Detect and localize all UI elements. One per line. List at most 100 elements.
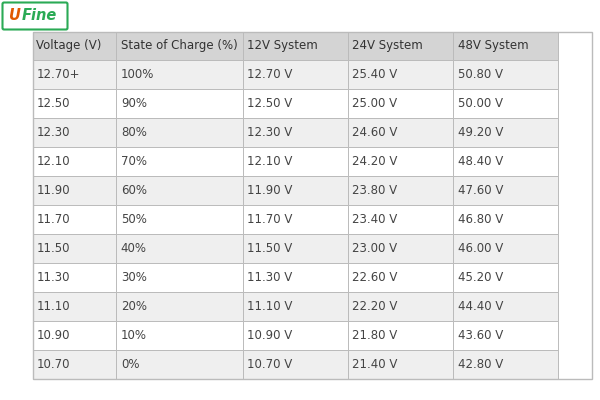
Bar <box>454 89 559 118</box>
Text: 45.20 V: 45.20 V <box>458 271 503 284</box>
Bar <box>348 32 454 60</box>
Bar <box>348 147 454 176</box>
Text: 25.00 V: 25.00 V <box>352 97 398 110</box>
Text: 43.60 V: 43.60 V <box>458 329 503 342</box>
Bar <box>243 292 348 321</box>
Bar <box>116 32 243 60</box>
Bar <box>348 263 454 292</box>
FancyBboxPatch shape <box>2 2 67 30</box>
Text: 10.90: 10.90 <box>37 329 70 342</box>
Text: State of Charge (%): State of Charge (%) <box>121 40 238 52</box>
Bar <box>243 60 348 89</box>
Text: 12.30: 12.30 <box>37 126 70 139</box>
Bar <box>116 263 243 292</box>
Bar <box>33 292 116 321</box>
Bar <box>243 89 348 118</box>
Bar <box>116 292 243 321</box>
Text: 90%: 90% <box>121 97 147 110</box>
Bar <box>348 89 454 118</box>
Text: 30%: 30% <box>121 271 147 284</box>
Text: 40%: 40% <box>121 242 147 255</box>
Text: 11.10: 11.10 <box>37 300 70 313</box>
Bar <box>33 147 116 176</box>
Text: 12V System: 12V System <box>247 40 318 52</box>
Bar <box>243 263 348 292</box>
Bar <box>454 263 559 292</box>
Bar <box>454 32 559 60</box>
Bar <box>33 32 592 379</box>
Text: 12.70+: 12.70+ <box>37 68 80 81</box>
Bar <box>243 147 348 176</box>
Text: 12.50: 12.50 <box>37 97 70 110</box>
Bar <box>33 234 116 263</box>
Text: 11.70: 11.70 <box>37 213 70 226</box>
Bar <box>454 292 559 321</box>
Text: 12.10 V: 12.10 V <box>247 155 293 168</box>
Text: 23.40 V: 23.40 V <box>352 213 398 226</box>
Bar <box>243 350 348 379</box>
Bar <box>33 263 116 292</box>
Bar <box>454 321 559 350</box>
Text: 50.80 V: 50.80 V <box>458 68 503 81</box>
Text: 12.70 V: 12.70 V <box>247 68 293 81</box>
Bar <box>348 292 454 321</box>
Bar <box>116 60 243 89</box>
Text: 46.00 V: 46.00 V <box>458 242 503 255</box>
Bar <box>116 350 243 379</box>
Text: 24V System: 24V System <box>352 40 423 52</box>
Text: 42.80 V: 42.80 V <box>458 358 503 371</box>
Bar <box>116 176 243 205</box>
Text: 11.70 V: 11.70 V <box>247 213 293 226</box>
Text: 24.60 V: 24.60 V <box>352 126 398 139</box>
Bar <box>243 118 348 147</box>
Text: 48V System: 48V System <box>458 40 528 52</box>
Bar <box>116 321 243 350</box>
Text: 22.60 V: 22.60 V <box>352 271 398 284</box>
Text: 44.40 V: 44.40 V <box>458 300 503 313</box>
Text: 46.80 V: 46.80 V <box>458 213 503 226</box>
Bar <box>348 60 454 89</box>
Text: 48.40 V: 48.40 V <box>458 155 503 168</box>
Bar <box>454 176 559 205</box>
Text: 11.50 V: 11.50 V <box>247 242 293 255</box>
Bar <box>243 234 348 263</box>
Text: 11.10 V: 11.10 V <box>247 300 293 313</box>
Bar <box>33 205 116 234</box>
Bar <box>243 176 348 205</box>
Bar <box>454 350 559 379</box>
Text: 11.30 V: 11.30 V <box>247 271 293 284</box>
Text: 10.70 V: 10.70 V <box>247 358 293 371</box>
Text: 23.80 V: 23.80 V <box>352 184 398 197</box>
Text: U: U <box>9 8 21 24</box>
Bar <box>116 89 243 118</box>
Bar <box>116 147 243 176</box>
Text: Voltage (V): Voltage (V) <box>37 40 101 52</box>
Bar <box>33 350 116 379</box>
Bar <box>348 205 454 234</box>
Text: 100%: 100% <box>121 68 154 81</box>
Text: 10.70: 10.70 <box>37 358 70 371</box>
Bar <box>454 118 559 147</box>
Text: 12.30 V: 12.30 V <box>247 126 293 139</box>
Text: 11.90 V: 11.90 V <box>247 184 293 197</box>
Bar <box>348 350 454 379</box>
Bar <box>33 32 116 60</box>
Text: 12.10: 12.10 <box>37 155 70 168</box>
Bar <box>348 118 454 147</box>
Text: 50%: 50% <box>121 213 147 226</box>
Bar <box>33 176 116 205</box>
Bar <box>116 118 243 147</box>
Text: 23.00 V: 23.00 V <box>352 242 398 255</box>
Text: 80%: 80% <box>121 126 147 139</box>
Text: 24.20 V: 24.20 V <box>352 155 398 168</box>
Bar <box>33 118 116 147</box>
Bar <box>116 234 243 263</box>
Bar <box>33 89 116 118</box>
Text: 20%: 20% <box>121 300 147 313</box>
Bar <box>243 205 348 234</box>
Bar <box>116 205 243 234</box>
Text: 12.50 V: 12.50 V <box>247 97 293 110</box>
Text: 10.90 V: 10.90 V <box>247 329 293 342</box>
Text: 49.20 V: 49.20 V <box>458 126 503 139</box>
Text: 11.90: 11.90 <box>37 184 70 197</box>
